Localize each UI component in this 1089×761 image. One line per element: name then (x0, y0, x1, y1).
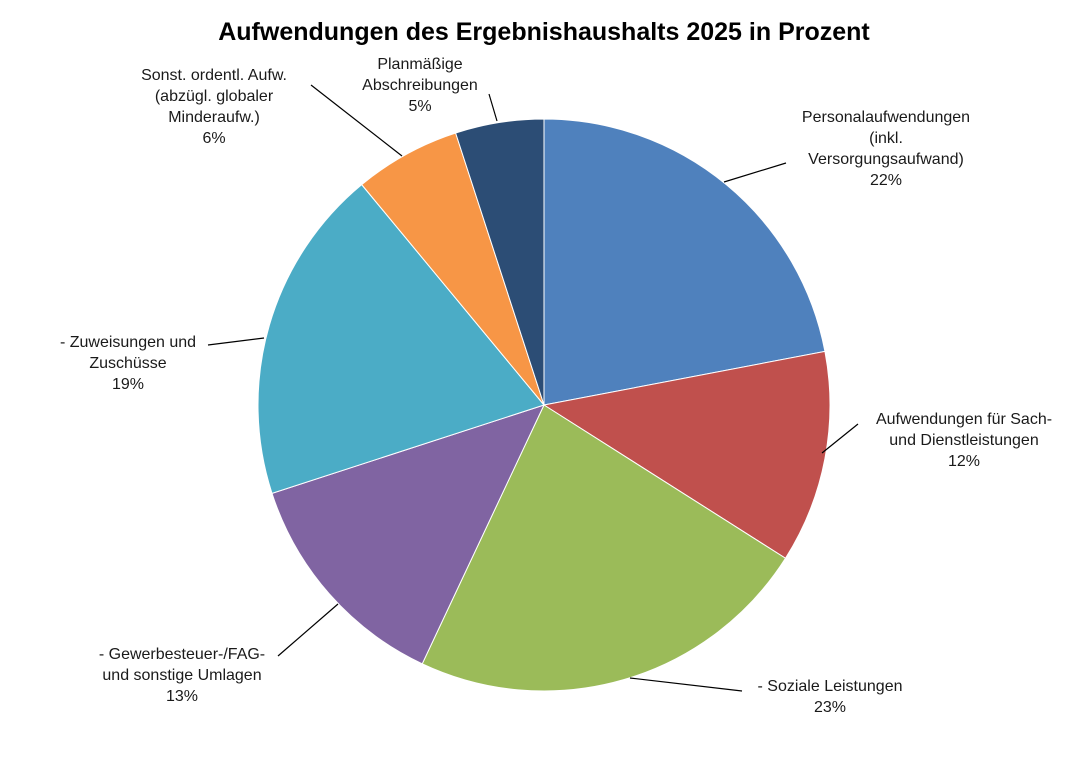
slice-label-line: Aufwendungen für Sach- (876, 411, 1052, 428)
slice-label-7: Planmäßige Abschreibungen 5% (362, 56, 478, 115)
leader-line-7 (488, 93, 498, 122)
slice-label-line: Zuschüsse (89, 355, 166, 372)
slice-percent: 5% (408, 98, 431, 115)
pie-slice-3 (421, 404, 787, 692)
pie-slice-5 (257, 183, 545, 495)
slice-percent: 22% (870, 172, 902, 189)
leader-line-2 (821, 423, 859, 454)
slice-label-line: (inkl. (869, 130, 903, 147)
slice-label-4: - Gewerbesteuer-/FAG-und sonstige Umlage… (99, 646, 265, 705)
leader-line-3 (629, 677, 743, 692)
pie-slice-7 (454, 118, 545, 406)
slice-label-line: Personalaufwendungen (802, 109, 970, 126)
slice-label-line: Abschreibungen (362, 77, 478, 94)
slice-label-line: Sonst. ordentl. Aufw. (141, 67, 287, 84)
slice-label-line: und sonstige Umlagen (102, 667, 261, 684)
slice-label-line: Versorgungsaufwand) (808, 151, 964, 168)
slice-percent: 23% (814, 699, 846, 716)
slice-percent: 12% (948, 453, 980, 470)
leader-line-6 (310, 84, 403, 157)
chart-title: Aufwendungen des Ergebnishaushalts 2025 … (218, 18, 870, 46)
slice-label-6: Sonst. ordentl. Aufw. (abzügl. globaler Mi… (141, 67, 287, 147)
slice-label-line: - Soziale Leistungen (758, 678, 903, 695)
slice-percent: 13% (166, 688, 198, 705)
slice-label-line: und Dienstleistungen (889, 432, 1038, 449)
slice-label-line: - Zuweisungen und (60, 334, 196, 351)
slice-percent: 19% (112, 376, 144, 393)
slice-label-line: Planmäßige (377, 56, 462, 73)
pie-slice-2 (542, 350, 831, 559)
pie-slices (257, 118, 831, 692)
leader-lines (207, 84, 859, 692)
pie-slice-4 (271, 404, 545, 665)
pie-slice-1 (543, 118, 826, 406)
leader-line-4 (277, 603, 339, 657)
slice-label-line: - Gewerbesteuer-/FAG- (99, 646, 265, 663)
leader-line-1 (723, 162, 787, 183)
slice-label-3: - Soziale Leistungen 23% (758, 678, 903, 716)
leader-line-5 (207, 337, 265, 346)
slice-labels: Personalaufwendungen (inkl. Versorgungsauf… (60, 56, 1052, 716)
slice-percent: 6% (202, 130, 225, 147)
slice-label-1: Personalaufwendungen (inkl. Versorgungsauf… (802, 109, 970, 189)
slice-label-line: Minderaufw.) (168, 109, 260, 126)
slice-label-2: Aufwendungen für Sach-und Dienstleistung… (876, 411, 1052, 470)
slice-label-line: (abzügl. globaler (155, 88, 274, 105)
slice-label-5: - Zuweisungen und Zuschüsse 19% (60, 334, 196, 393)
